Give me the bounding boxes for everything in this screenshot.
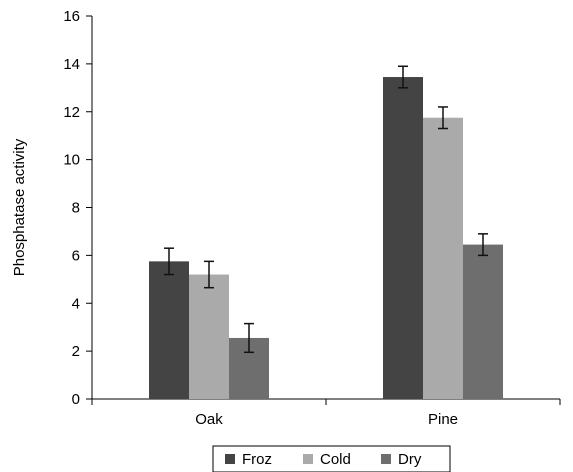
legend-label-froz: Froz bbox=[242, 451, 272, 468]
bar-cold-pine bbox=[423, 117, 463, 399]
legend: Froz Cold Dry bbox=[212, 445, 451, 472]
bar-froz-oak bbox=[149, 261, 189, 399]
y-tick-label: 14 bbox=[63, 56, 80, 73]
y-axis-ticks: 0 2 4 6 8 10 12 14 16 bbox=[63, 8, 561, 408]
legend-box bbox=[212, 445, 451, 472]
bar-series-group bbox=[149, 65, 503, 400]
y-tick-label: 10 bbox=[63, 152, 80, 169]
y-tick-label: 4 bbox=[72, 295, 80, 312]
y-tick-label: 8 bbox=[72, 200, 80, 217]
y-tick-label: 6 bbox=[72, 247, 80, 264]
y-tick-label: 16 bbox=[63, 8, 80, 25]
y-axis-title: Phosphatase activity bbox=[11, 138, 28, 276]
category-labels: Oak Pine bbox=[195, 411, 458, 428]
y-tick-label: 2 bbox=[72, 343, 80, 360]
legend-label-cold: Cold bbox=[320, 451, 351, 468]
bar-cold-oak bbox=[189, 274, 229, 399]
y-tick-label: 12 bbox=[63, 104, 80, 121]
legend-swatch-froz bbox=[225, 454, 235, 464]
category-label-oak: Oak bbox=[195, 411, 223, 428]
legend-swatch-dry bbox=[381, 454, 391, 464]
legend-label-dry: Dry bbox=[398, 451, 422, 468]
bar-dry-pine bbox=[463, 244, 503, 399]
category-label-pine: Pine bbox=[428, 411, 458, 428]
bar-froz-pine bbox=[383, 77, 423, 400]
y-tick-label: 0 bbox=[72, 391, 80, 408]
legend-swatch-cold bbox=[303, 454, 313, 464]
